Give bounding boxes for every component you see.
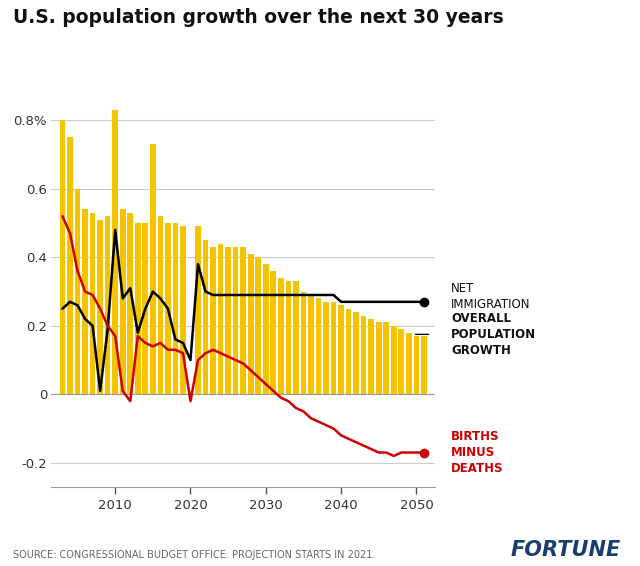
Bar — [120, 209, 125, 395]
Bar — [263, 264, 269, 395]
Bar — [308, 295, 314, 395]
Bar — [241, 247, 246, 395]
Bar — [339, 305, 344, 395]
Bar — [316, 298, 321, 395]
Bar — [353, 312, 359, 395]
Text: U.S. population growth over the next 30 years: U.S. population growth over the next 30 … — [13, 8, 504, 28]
Bar — [406, 333, 412, 395]
Bar — [173, 223, 179, 395]
Bar — [421, 336, 427, 395]
Bar — [113, 110, 118, 395]
Text: OVERALL
POPULATION
GROWTH: OVERALL POPULATION GROWTH — [451, 312, 536, 357]
Bar — [391, 326, 397, 395]
Bar — [369, 319, 374, 395]
Bar — [188, 391, 193, 395]
Bar — [413, 336, 419, 395]
Bar — [165, 223, 171, 395]
Bar — [83, 209, 88, 395]
Text: NET
IMMIGRATION: NET IMMIGRATION — [451, 282, 531, 311]
Bar — [127, 213, 133, 395]
Bar — [271, 271, 276, 395]
Bar — [135, 223, 141, 395]
Bar — [218, 243, 223, 395]
Bar — [278, 278, 284, 395]
Bar — [150, 144, 156, 395]
Bar — [203, 240, 209, 395]
Text: FORTUNE: FORTUNE — [511, 541, 621, 560]
Bar — [399, 329, 404, 395]
Bar — [75, 189, 81, 395]
Text: SOURCE: CONGRESSIONAL BUDGET OFFICE. PROJECTION STARTS IN 2021.: SOURCE: CONGRESSIONAL BUDGET OFFICE. PRO… — [13, 550, 375, 560]
Bar — [157, 216, 163, 395]
Bar — [285, 281, 291, 395]
Bar — [60, 121, 65, 395]
Bar — [301, 291, 307, 395]
Bar — [211, 247, 216, 395]
Bar — [383, 323, 389, 395]
Text: BIRTHS
MINUS
DEATHS: BIRTHS MINUS DEATHS — [451, 430, 504, 475]
Bar — [105, 216, 111, 395]
Bar — [323, 302, 329, 395]
Bar — [361, 315, 367, 395]
Bar — [90, 213, 95, 395]
Bar — [67, 138, 73, 395]
Bar — [180, 226, 186, 395]
Bar — [225, 247, 231, 395]
Bar — [233, 247, 239, 395]
Bar — [143, 223, 148, 395]
Bar — [195, 226, 201, 395]
Bar — [293, 281, 299, 395]
Bar — [331, 302, 337, 395]
Bar — [248, 254, 253, 395]
Bar — [376, 323, 381, 395]
Bar — [346, 308, 351, 395]
Bar — [97, 220, 103, 395]
Bar — [255, 258, 261, 395]
